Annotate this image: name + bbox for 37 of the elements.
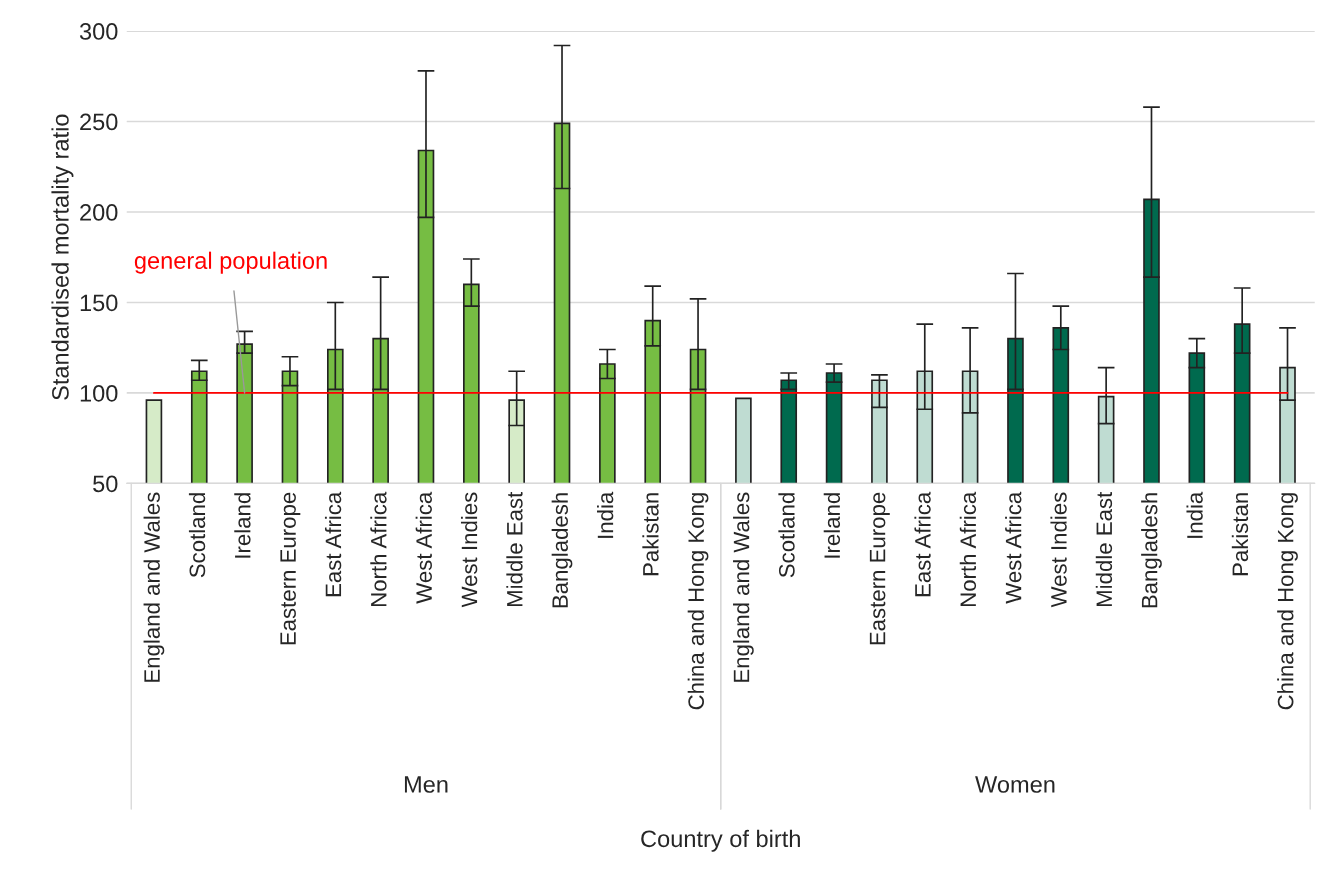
x-tick-label: Ireland bbox=[823, 493, 841, 558]
x-tick-label: England and Wales bbox=[143, 492, 165, 682]
x-tick-label: Middle East bbox=[506, 491, 523, 607]
x-tick-label: India bbox=[1186, 491, 1203, 538]
x-tick-label: Bangladesh bbox=[1141, 493, 1162, 608]
annotation: general population bbox=[134, 251, 327, 274]
x-tick-label: England and Wales bbox=[733, 492, 754, 682]
x-tick-label: North Africa bbox=[959, 491, 977, 607]
x-tick-label: West Indies bbox=[1050, 492, 1067, 608]
x-tick-label: China and Hong Kong bbox=[1277, 493, 1298, 710]
x-tick-label: West Africa bbox=[1005, 491, 1022, 604]
x-tick-label: East Africa bbox=[914, 491, 931, 597]
text: Country of birth bbox=[641, 829, 800, 852]
y-tick-label: 50 bbox=[93, 475, 118, 493]
x-tick-label: Middle East bbox=[1095, 491, 1113, 607]
text: Women bbox=[975, 776, 1055, 793]
x-tick-label: East Africa bbox=[324, 491, 342, 597]
x-tick-label: West Africa bbox=[415, 491, 432, 604]
x-tick-label: Scotland bbox=[188, 493, 206, 578]
x-tick-label: Bangladesh bbox=[551, 493, 573, 608]
x-tick-label: Pakistan bbox=[1231, 493, 1249, 576]
x-tick-label: North Africa bbox=[370, 491, 387, 607]
x-tick-label: Scotland bbox=[778, 493, 795, 578]
x-tick-label: West Indies bbox=[460, 492, 478, 608]
x-tick-label: China and Hong Kong bbox=[687, 493, 709, 710]
x-tick-label: Eastern Europe bbox=[280, 492, 301, 645]
x-tick-label: Ireland bbox=[234, 493, 251, 558]
x-tick-label: Pakistan bbox=[642, 493, 659, 576]
y-tick-label: 200 bbox=[80, 204, 118, 221]
x-tick-label: India bbox=[597, 491, 614, 538]
y-tick-label: 250 bbox=[80, 113, 118, 131]
y-axis-title: Standardised mortality ratio bbox=[51, 114, 74, 400]
x-tick-label: Eastern Europe bbox=[869, 492, 890, 645]
text: Men bbox=[404, 776, 448, 793]
y-tick-label: 150 bbox=[80, 294, 118, 312]
y-tick-label: 300 bbox=[79, 23, 118, 40]
y-tick-label: 100 bbox=[80, 385, 118, 402]
